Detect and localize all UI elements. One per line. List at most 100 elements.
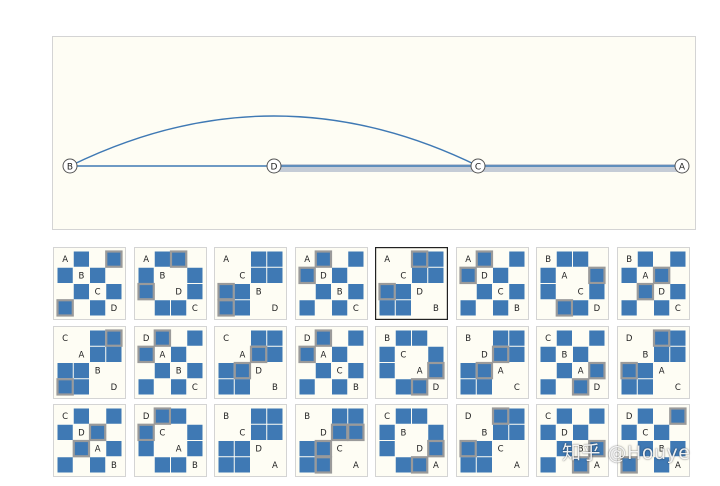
matrix-cell <box>347 251 363 267</box>
matrix-cell-outlined <box>314 250 332 268</box>
matrix-diagonal-label: B <box>95 366 101 376</box>
matrix-cell <box>395 378 411 394</box>
node-A[interactable]: A <box>674 158 690 174</box>
matrix-cell <box>621 378 637 394</box>
node-circle[interactable] <box>62 158 78 174</box>
matrix-cell <box>106 346 122 362</box>
matrix-cell <box>540 267 556 283</box>
matrix-diagonal-label: D <box>142 412 149 422</box>
matrix-cell-outlined <box>652 266 670 285</box>
matrix-cell <box>299 378 315 394</box>
matrix-cell-outlined <box>475 361 493 379</box>
matrix-diagonal-label: C <box>497 288 503 298</box>
matrix-diagonal-label: C <box>578 288 584 298</box>
matrix-cell <box>573 346 589 362</box>
matrix-cell <box>251 408 267 424</box>
matrix-cell <box>428 251 444 267</box>
matrix-diagonal-label: B <box>513 304 519 314</box>
matrix-diagonal-label: D <box>255 366 262 376</box>
matrix-cell <box>460 362 476 378</box>
matrix-cell-outlined <box>56 377 74 396</box>
arc-edge-B-C <box>69 115 479 167</box>
matrix-cell <box>540 378 556 394</box>
matrix-diagonal-label: D <box>142 334 149 344</box>
matrix-cell <box>234 441 250 457</box>
matrix-thumbnail[interactable]: CB AD <box>536 325 609 399</box>
matrix-diagonal-label: B <box>223 412 229 422</box>
matrix-diagonal-label: B <box>352 382 358 392</box>
matrix-cell <box>379 362 395 378</box>
node-C[interactable]: C <box>470 158 486 174</box>
matrix-cell <box>299 300 315 316</box>
matrix-cell <box>347 408 363 424</box>
matrix-diagonal-label: B <box>256 288 262 298</box>
matrix-diagonal-label: D <box>625 412 632 422</box>
matrix-cell-outlined <box>346 423 365 442</box>
matrix-diagonal-label: B <box>465 334 471 344</box>
matrix-diagonal-label: B <box>111 461 117 471</box>
matrix-thumbnail[interactable]: BC AD <box>375 325 448 399</box>
matrix-diagonal-label: A <box>497 366 503 376</box>
matrix-cell <box>73 362 89 378</box>
matrix-cell <box>540 424 556 440</box>
matrix-diagonal-label: A <box>143 255 149 265</box>
matrix-diagonal-label: D <box>320 428 327 438</box>
matrix-thumbnail[interactable]: BA CD <box>536 247 609 320</box>
matrix-diagonal-label: C <box>674 382 680 392</box>
matrix-diagonal-label: B <box>658 445 664 455</box>
matrix-diagonal-label: D <box>272 304 279 314</box>
matrix-diagonal-label: A <box>239 350 245 360</box>
matrix-diagonal-label: C <box>239 428 245 438</box>
node-circle[interactable] <box>674 158 690 174</box>
matrix-cell-outlined <box>636 282 654 301</box>
matrix-diagonal-label: C <box>191 382 197 392</box>
matrix-cell-outlined <box>56 299 74 317</box>
matrix-diagonal-label: C <box>384 412 390 422</box>
matrix-cell <box>315 284 331 300</box>
matrix-cell <box>412 408 428 424</box>
matrix-cell-outlined <box>136 282 155 301</box>
node-circle[interactable] <box>470 158 486 174</box>
matrix-cell <box>299 441 315 457</box>
node-B[interactable]: B <box>62 158 78 174</box>
matrix-diagonal-label: B <box>175 366 181 376</box>
node-circle[interactable] <box>266 158 282 174</box>
matrix-cell <box>218 441 234 457</box>
matrix-thumbnail[interactable]: CA BD <box>53 325 126 399</box>
matrix-diagonal-label: C <box>400 271 406 281</box>
matrix-cell <box>154 300 170 316</box>
matrix-cell <box>73 378 89 394</box>
matrix-cell <box>653 300 669 316</box>
matrix-cell <box>492 330 508 346</box>
matrix-cell-outlined <box>297 266 316 285</box>
matrix-diagonal-label: B <box>272 382 278 392</box>
matrix-cell-outlined <box>88 423 107 442</box>
matrix-cell <box>170 346 186 362</box>
matrix-thumbnail[interactable]: AB CD <box>53 247 126 320</box>
matrix-cell-outlined <box>410 377 429 396</box>
node-D[interactable]: D <box>266 158 282 174</box>
matrix-cell <box>57 362 73 378</box>
matrix-diagonal-label: B <box>159 271 165 281</box>
matrix-thumbnail[interactable]: AC BD <box>214 247 287 320</box>
matrix-cell-outlined <box>555 299 574 317</box>
